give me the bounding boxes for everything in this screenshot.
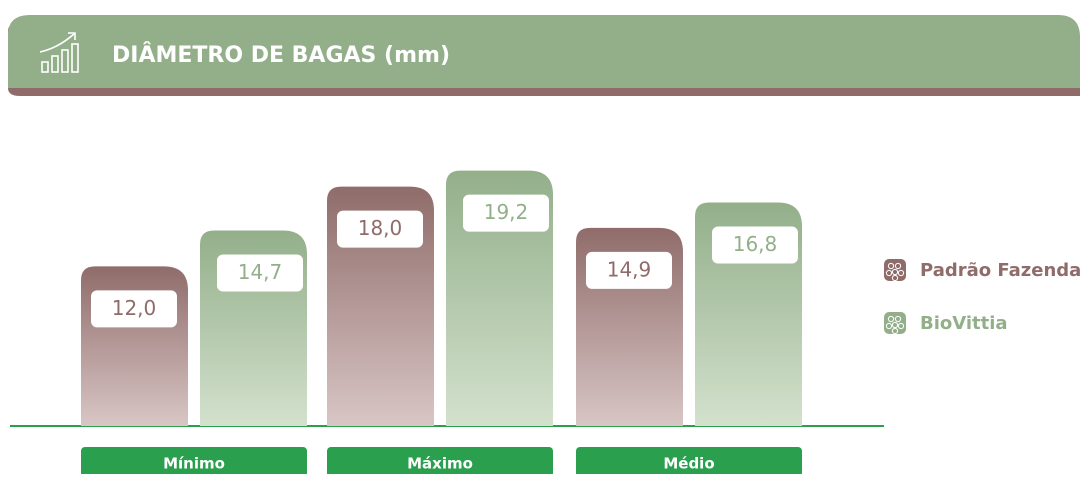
legend-icon-grape: [897, 322, 905, 330]
value-label: 12,0: [112, 296, 157, 320]
chart-title: DIÂMETRO DE BAGAS (mm): [112, 42, 450, 68]
legend-swatch: [884, 312, 906, 334]
legend-icon-grape: [894, 262, 902, 270]
value-label: 14,9: [607, 257, 652, 281]
bar: [81, 266, 188, 426]
value-label: 16,8: [733, 232, 778, 256]
header-icon: [39, 32, 79, 73]
legend-label: Padrão Fazenda: [920, 260, 1080, 281]
legend-icon-grape: [891, 327, 899, 335]
legend-icon-grape: [891, 321, 899, 329]
value-label-box: [586, 251, 672, 289]
legend-icon-grape: [885, 322, 893, 330]
value-label: 19,2: [484, 200, 529, 224]
x-tick-label: Máximo: [407, 455, 473, 473]
value-label-box: [337, 210, 423, 248]
category-box: [327, 447, 553, 477]
bar: [446, 170, 553, 426]
value-label: 14,7: [238, 260, 283, 284]
legend-icon-grape: [887, 315, 895, 323]
header-bar: [8, 15, 1080, 88]
legend-label: BioVittia: [920, 313, 1008, 334]
category-box: [81, 447, 307, 477]
x-tick-label: Médio: [663, 455, 714, 473]
legend-swatch: [884, 259, 906, 281]
legend-icon-grape: [885, 269, 893, 277]
legend-icon-grape: [894, 315, 902, 323]
value-label: 18,0: [358, 216, 403, 240]
legend-icon-grape: [887, 262, 895, 270]
value-label-box: [91, 290, 177, 328]
legend-icon-grape: [891, 274, 899, 282]
legend-icon-grape: [897, 269, 905, 277]
legend-icon-grape: [891, 268, 899, 276]
value-label-box: [217, 254, 303, 292]
x-tick-label: Mínimo: [163, 455, 225, 473]
value-label-box: [463, 194, 549, 232]
value-label-box: [712, 226, 798, 264]
category-box: [576, 447, 802, 477]
